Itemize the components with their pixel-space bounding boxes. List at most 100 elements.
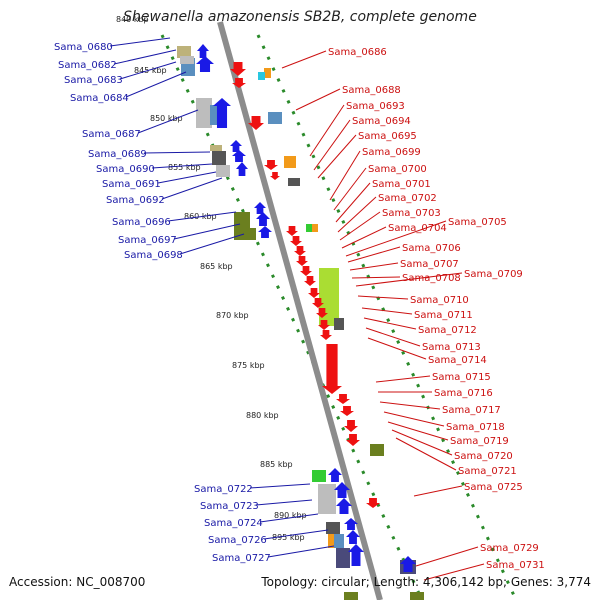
- gene-label-left: Sama_0687: [82, 129, 141, 140]
- backbone-line: [217, 21, 383, 600]
- gene-label-left: Sama_0696: [112, 217, 171, 228]
- dotted-rail: [256, 34, 518, 600]
- right-leader-line: [341, 226, 387, 249]
- gene-label-right: Sama_0700: [368, 164, 427, 175]
- reverse-gene-arrow: [344, 420, 358, 432]
- gene-label-right: Sama_0686: [328, 47, 387, 58]
- gene-label-left: Sama_0691: [102, 179, 161, 190]
- forward-gene-arrow: [236, 162, 248, 176]
- reverse-gene-arrow: [316, 308, 328, 318]
- reverse-gene-arrow: [300, 266, 312, 276]
- left-leader-line: [259, 513, 319, 523]
- right-leader-line: [347, 246, 401, 263]
- leader-lines: [109, 37, 485, 581]
- right-leader-line: [349, 262, 399, 271]
- genome-summary-text: Topology: circular; Length: 4,306,142 bp…: [261, 575, 591, 589]
- kbp-tick-label: 845 kbp: [134, 66, 167, 75]
- kbp-tick-label: 850 kbp: [150, 114, 183, 123]
- right-leader-line: [295, 88, 341, 111]
- gene-label-left: Sama_0682: [58, 60, 117, 71]
- right-leader-line: [375, 375, 431, 383]
- gene-label-left: Sama_0684: [70, 93, 129, 104]
- cog-block: [312, 224, 318, 232]
- forward-gene-arrow: [197, 44, 209, 58]
- genome-backbone: [217, 21, 383, 600]
- gene-label-right: Sama_0712: [418, 325, 477, 336]
- gene-label-right: Sama_0710: [410, 295, 469, 306]
- reverse-gene-arrow: [322, 344, 342, 394]
- forward-gene-arrow: [254, 202, 266, 214]
- gene-label-right: Sama_0711: [414, 310, 473, 321]
- reverse-gene-arrow: [308, 288, 320, 298]
- left-leader-line: [263, 529, 329, 540]
- kbp-tick-label: 895 kbp: [272, 533, 305, 542]
- right-leader-line: [365, 327, 421, 347]
- right-leader-line: [367, 337, 427, 360]
- gene-label-left: Sama_0698: [124, 250, 183, 261]
- forward-gene-arrow: [232, 150, 246, 162]
- gene-label-left: Sama_0727: [212, 553, 271, 564]
- left-leader-line: [157, 171, 217, 184]
- gene-label-left: Sama_0697: [118, 235, 177, 246]
- reverse-gene-arrow: [296, 256, 308, 266]
- gene-label-right: Sama_0703: [382, 208, 441, 219]
- cog-block: [284, 156, 296, 168]
- gene-label-right: Sama_0731: [486, 560, 545, 571]
- reverse-gene-arrow: [230, 62, 246, 76]
- gene-label-left: Sama_0689: [88, 149, 147, 160]
- right-leader-line: [335, 182, 371, 223]
- forward-gene-arrow: [213, 98, 231, 128]
- left-leader-line: [125, 71, 187, 98]
- forward-gene-arrow: [328, 468, 342, 482]
- gene-label-right: Sama_0707: [400, 259, 459, 270]
- kbp-tick-label: 865 kbp: [200, 262, 233, 271]
- forward-gene-arrow: [336, 498, 352, 514]
- reverse-gene-arrow: [248, 116, 264, 130]
- forward-gene-arrow: [230, 140, 242, 152]
- gene-label-left: Sama_0726: [208, 535, 267, 546]
- forward-gene-arrow: [348, 544, 364, 566]
- reverse-gene-arrow: [318, 320, 330, 330]
- cog-block: [334, 534, 344, 548]
- cog-block: [288, 178, 300, 186]
- right-leader-line: [333, 167, 367, 211]
- reverse-gene-arrow: [312, 298, 324, 308]
- gene-label-right: Sama_0709: [464, 269, 523, 280]
- right-leader-line: [415, 546, 479, 567]
- cog-block: [210, 145, 222, 151]
- accession-text: Accession: NC_008700: [9, 575, 146, 589]
- gene-label-right: Sama_0705: [448, 217, 507, 228]
- reverse-gene-arrow: [346, 434, 360, 446]
- cog-block: [264, 68, 271, 78]
- right-leader-line: [387, 421, 449, 441]
- gene-label-right: Sama_0715: [432, 372, 491, 383]
- gene-label-left: Sama_0680: [54, 42, 113, 53]
- gene-labels: Sama_0680 Sama_0682 Sama_0683 Sama_0684 Sama…: [54, 42, 545, 571]
- left-leader-line: [119, 61, 177, 80]
- cog-block: [344, 592, 358, 600]
- left-leader-line: [109, 37, 171, 47]
- kbp-tick-label: 890 kbp: [274, 511, 307, 520]
- right-leader-line: [423, 563, 485, 581]
- cog-block: [180, 56, 194, 64]
- gene-label-left: Sama_0723: [200, 501, 259, 512]
- reverse-gene-arrow: [286, 226, 298, 236]
- gene-label-right: Sama_0725: [464, 482, 523, 493]
- cog-block: [210, 105, 218, 125]
- cog-block: [318, 484, 336, 514]
- forward-gene-arrow: [344, 518, 358, 530]
- reverse-gene-arrow: [366, 498, 380, 508]
- gene-label-right: Sama_0706: [402, 243, 461, 254]
- left-leader-line: [161, 177, 223, 200]
- right-leader-line: [395, 437, 457, 471]
- reverse-gene-arrow: [336, 394, 350, 404]
- cog-block: [196, 98, 212, 128]
- reverse-gene-arrow: [232, 78, 246, 88]
- cog-block: [328, 534, 336, 548]
- cog-block: [177, 46, 191, 58]
- gene-label-right: Sama_0701: [372, 179, 431, 190]
- genome-title: Shewanella amazonensis SB2B, complete ge…: [123, 9, 477, 25]
- cog-block: [336, 548, 350, 568]
- left-leader-line: [151, 163, 213, 169]
